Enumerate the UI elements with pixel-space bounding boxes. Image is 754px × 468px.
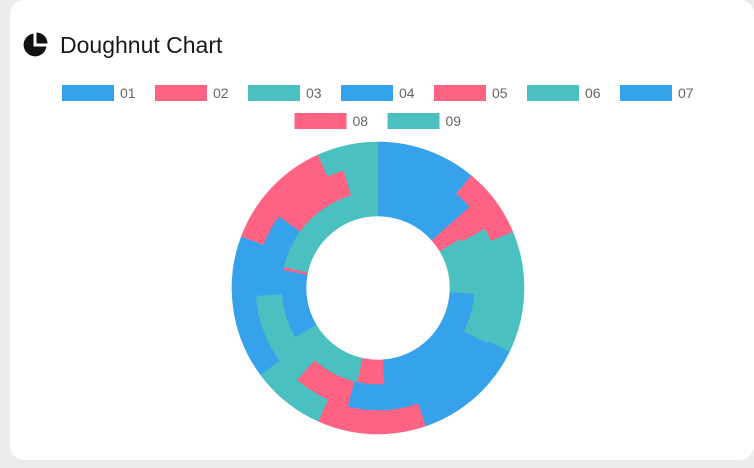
chart-legend: 01 02 03 04 05 06 07 08 09 — [62, 85, 694, 129]
legend-swatch-01 — [62, 85, 114, 101]
legend-swatch-05 — [434, 85, 486, 101]
legend-swatch-07 — [620, 85, 672, 101]
legend-item-03[interactable]: 03 — [248, 85, 322, 101]
legend-label-03: 03 — [306, 85, 322, 101]
legend-swatch-09 — [387, 113, 440, 129]
legend-label-08: 08 — [353, 113, 369, 129]
legend-swatch-08 — [294, 113, 347, 129]
legend-item-04[interactable]: 04 — [341, 85, 415, 101]
legend-label-05: 05 — [492, 85, 508, 101]
legend-swatch-06 — [527, 85, 579, 101]
chart-header: Doughnut Chart — [22, 30, 222, 60]
legend-label-04: 04 — [399, 85, 415, 101]
legend-item-08[interactable]: 08 — [294, 113, 369, 129]
doughnut-rings — [231, 141, 525, 435]
legend-label-02: 02 — [213, 85, 229, 101]
legend-label-01: 01 — [120, 85, 136, 101]
legend-item-01[interactable]: 01 — [62, 85, 136, 101]
legend-item-05[interactable]: 05 — [434, 85, 508, 101]
pie-chart-icon — [22, 32, 48, 58]
legend-label-07: 07 — [678, 85, 694, 101]
legend-swatch-02 — [155, 85, 207, 101]
legend-item-06[interactable]: 06 — [527, 85, 601, 101]
legend-item-09[interactable]: 09 — [387, 113, 462, 129]
legend-swatch-03 — [248, 85, 300, 101]
legend-swatch-04 — [341, 85, 393, 101]
chart-title: Doughnut Chart — [60, 31, 223, 58]
legend-label-06: 06 — [585, 85, 601, 101]
ring-3-slice-09[interactable] — [283, 191, 379, 273]
legend-label-09: 09 — [446, 113, 462, 129]
legend-item-02[interactable]: 02 — [155, 85, 229, 101]
legend-item-07[interactable]: 07 — [620, 85, 694, 101]
